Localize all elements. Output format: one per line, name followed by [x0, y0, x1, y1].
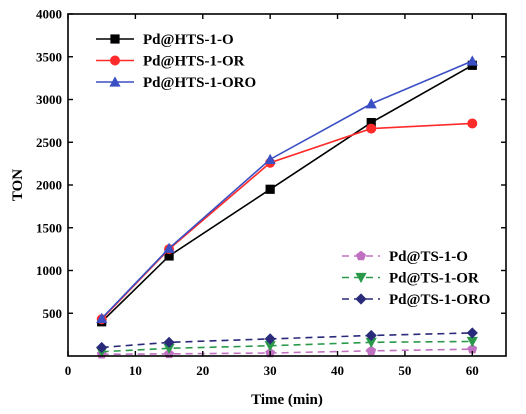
x-tick-label: 30: [264, 363, 277, 378]
data-point-s0-3: [366, 117, 376, 128]
x-tick-label: 20: [196, 363, 209, 378]
y-tick-label: 2500: [36, 135, 62, 150]
data-point-s3-4: [467, 343, 478, 354]
data-point-s5-2: [264, 333, 276, 345]
series-line-3: [101, 348, 473, 356]
y-tick-label: 3000: [36, 92, 62, 107]
axes: 0 10 20 30 40 50 60 500 1000 1500 2000 2500 3000 3500…: [36, 7, 507, 378]
legend-marker-3: [356, 250, 366, 261]
x-tick-label: 0: [65, 363, 72, 378]
data-point-s0-1: [164, 251, 174, 261]
data-point-s2-4: [466, 55, 478, 66]
legend-marker-4: [355, 272, 367, 284]
legend-label-3: Pd@TS-1-O: [389, 249, 468, 265]
data-point-s5-1: [163, 336, 175, 348]
x-tick-label: 10: [129, 363, 142, 378]
data-point-s2-0: [96, 312, 108, 323]
series-line-1: [101, 122, 473, 320]
plot-area: [96, 55, 478, 359]
y-axis-title: TON: [10, 169, 26, 201]
legend-label-2: Pd@HTS-1-ORO: [143, 75, 256, 91]
data-point-s4-3: [365, 337, 377, 348]
x-tick-label: 50: [398, 363, 411, 378]
data-point-s2-3: [365, 98, 377, 109]
y-tick-label: 2000: [36, 178, 62, 193]
y-tick-label: 1000: [36, 263, 62, 278]
x-tick-label: 60: [466, 363, 479, 378]
data-point-s1-3: [366, 123, 377, 134]
data-point-s5-3: [365, 329, 377, 342]
data-point-s5-4: [466, 327, 478, 339]
data-point-s4-4: [466, 336, 478, 348]
y-tick-label: 4000: [36, 7, 62, 22]
y-tick-label: 1500: [36, 220, 62, 235]
legend-label-5: Pd@TS-1-ORO: [389, 292, 490, 308]
x-axis-title: Time (min): [251, 392, 323, 408]
data-point-s4-2: [264, 341, 276, 352]
legends: Pd@HTS-1-O Pd@HTS-1-OR Pd@HTS-1-ORO Pd@TS-1…: [96, 32, 490, 308]
legend-label-0: Pd@HTS-1-O: [143, 32, 234, 48]
data-point-s2-1: [163, 242, 175, 253]
data-point-s3-3: [366, 345, 377, 356]
data-point-s0-2: [265, 184, 275, 194]
y-tick-label: 500: [43, 306, 63, 321]
data-point-s1-4: [467, 118, 478, 129]
x-tick-label: 40: [331, 363, 344, 378]
legend-marker-0: [110, 34, 120, 44]
legend-marker-1: [110, 55, 120, 66]
y-tick-label: 3500: [36, 49, 62, 64]
data-point-s2-2: [264, 153, 276, 164]
legend-label-4: Pd@TS-1-OR: [389, 271, 479, 287]
legend-marker-5: [355, 293, 367, 305]
data-point-s4-1: [163, 343, 175, 354]
legend-marker-2: [109, 76, 121, 87]
data-point-s5-0: [96, 341, 108, 354]
legend-label-1: Pd@HTS-1-OR: [143, 54, 245, 70]
